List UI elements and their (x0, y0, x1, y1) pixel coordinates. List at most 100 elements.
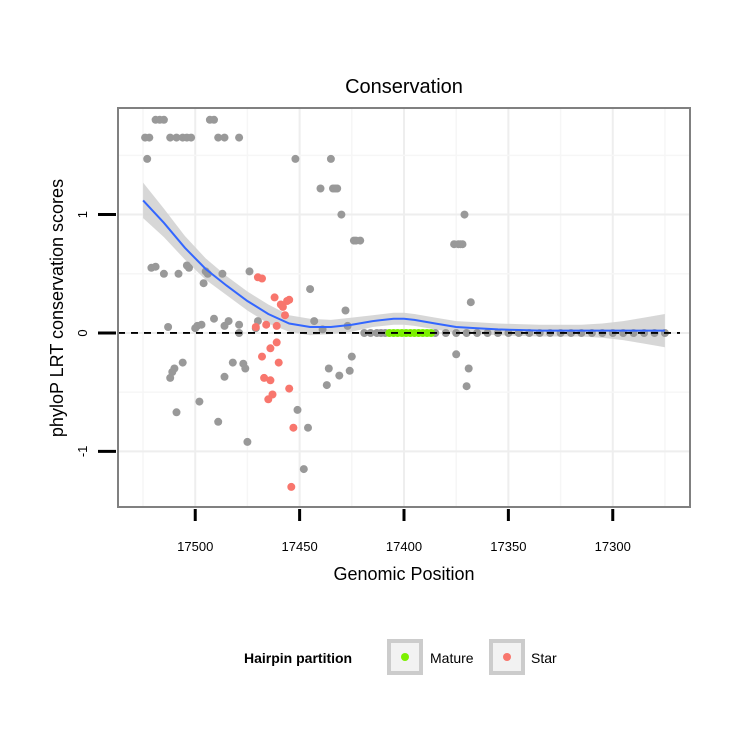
y-axis-label: phyloP LRT conservation scores (47, 179, 67, 437)
y-tick-label: -1 (75, 446, 90, 458)
point-star (272, 321, 281, 330)
point-other (464, 364, 473, 373)
point-other (335, 371, 344, 380)
point-other (462, 329, 471, 337)
legend-item-star: Star (489, 639, 557, 675)
point-other (195, 397, 204, 406)
point-other (293, 405, 302, 414)
point-other (178, 358, 187, 367)
point-other (460, 210, 469, 219)
point-other (214, 133, 223, 142)
point-star (268, 390, 277, 399)
point-star (251, 323, 260, 331)
point-other (185, 263, 193, 272)
point-other (306, 285, 315, 294)
point-other (304, 423, 312, 432)
point-other (337, 210, 346, 219)
point-star (289, 423, 298, 432)
point-other (310, 317, 319, 326)
point-other (159, 115, 168, 124)
point-other (466, 298, 475, 307)
y-axis-ticks: -1 0 1 (75, 211, 116, 457)
point-other (220, 133, 229, 142)
point-other (243, 437, 252, 446)
legend-key-star (503, 653, 511, 661)
point-star (285, 295, 294, 304)
x-tick-label: 17500 (177, 539, 213, 554)
point-other (356, 236, 365, 245)
point-other (341, 306, 350, 315)
point-other (170, 364, 179, 373)
point-star (260, 373, 269, 382)
point-star (274, 358, 283, 367)
point-other (452, 350, 461, 359)
point-star (266, 344, 275, 353)
legend-label-mature: Mature (430, 650, 474, 666)
point-star (287, 482, 296, 491)
x-tick-label: 17450 (282, 539, 318, 554)
smooth-line (142, 199, 665, 332)
y-tick-label: 0 (75, 329, 90, 336)
point-other (333, 184, 342, 193)
point-other (347, 352, 356, 361)
legend-title: Hairpin partition (244, 650, 352, 666)
point-other (172, 408, 181, 417)
loess-smooth-line (142, 199, 665, 332)
point-other (316, 184, 325, 193)
point-star (272, 338, 281, 347)
point-other (214, 417, 223, 426)
point-other (245, 267, 254, 276)
point-other (197, 320, 206, 329)
point-other (174, 269, 183, 278)
point-other (187, 133, 196, 142)
point-other (235, 133, 244, 142)
point-other (172, 133, 181, 142)
point-other (360, 329, 369, 337)
point-other (166, 373, 175, 382)
point-other (458, 240, 467, 249)
point-star (266, 376, 275, 385)
panel-frame (117, 107, 691, 508)
data-points (141, 115, 669, 491)
point-star (281, 311, 289, 320)
x-tick-label: 17300 (595, 539, 631, 554)
point-other (210, 314, 218, 323)
point-other (291, 154, 300, 163)
point-other (151, 262, 160, 271)
panel-border (117, 107, 691, 508)
point-other (235, 320, 244, 329)
point-star (270, 293, 279, 302)
x-tick-label: 17350 (490, 539, 526, 554)
chart-title: Conservation (345, 76, 463, 98)
legend: Hairpin partition Mature Star (244, 639, 557, 675)
point-star (285, 384, 294, 393)
point-star (258, 352, 266, 361)
point-other (199, 279, 208, 288)
point-other (224, 317, 233, 326)
point-other (228, 358, 237, 367)
legend-key-mature (401, 653, 409, 661)
point-other (159, 269, 168, 278)
point-other (473, 329, 482, 337)
point-star (278, 302, 287, 311)
y-tick-label: 1 (75, 211, 90, 218)
x-axis-ticks: 17500 17450 17400 17350 17300 (177, 509, 631, 554)
point-other (220, 372, 229, 381)
point-other (210, 115, 218, 124)
legend-item-mature: Mature (387, 639, 474, 675)
point-other (462, 382, 471, 391)
point-other (241, 364, 250, 373)
point-star (262, 320, 271, 329)
x-axis-label: Genomic Position (333, 564, 474, 584)
point-star (258, 274, 266, 283)
point-other (143, 154, 152, 163)
point-other (324, 364, 333, 373)
point-other (166, 133, 175, 142)
point-other (145, 133, 154, 142)
point-other (164, 323, 173, 331)
point-other (299, 465, 308, 474)
point-other (218, 269, 227, 278)
point-other (326, 154, 335, 163)
point-other (322, 381, 331, 390)
